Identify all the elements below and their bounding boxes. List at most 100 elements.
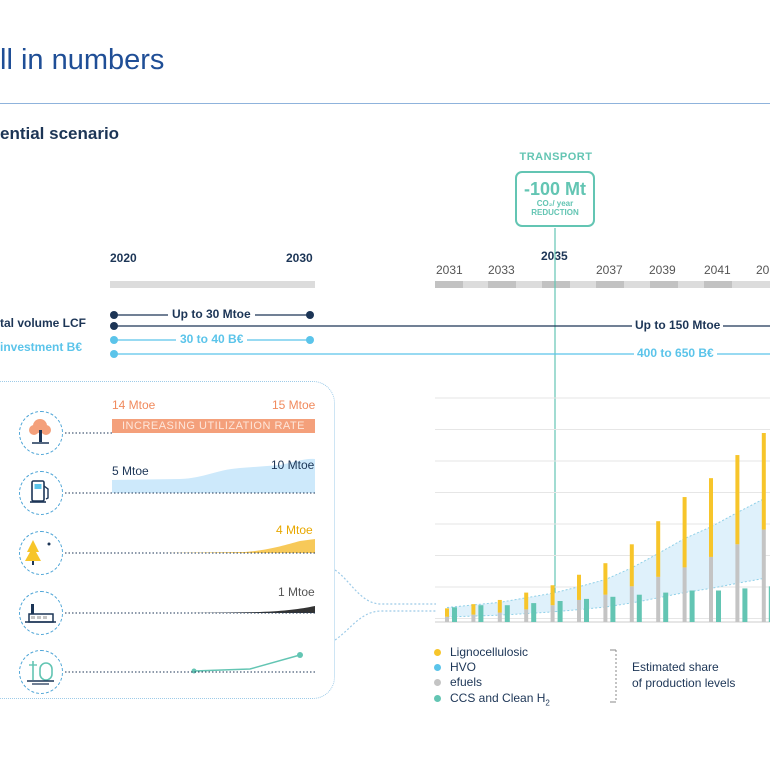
resource2-end: 10 Mtoe [271,458,315,472]
reduction-value: -100 Mt [523,179,586,199]
production-bar-chart [435,397,770,623]
legend-item-ccs: CCS and Clean H2 [432,691,582,709]
bar-ccs [452,607,457,622]
forest-moon-icon [19,531,63,575]
year-2030: 2030 [286,251,313,265]
bar-ccs [610,596,616,622]
bar-ccs [663,592,669,622]
reduction-unit: CO₂/ year [536,199,574,208]
resource2-area [112,458,315,493]
year-2039: 2039 [649,263,676,277]
bar-ccs [742,588,748,622]
legend-swatch [434,695,441,702]
year-2033: 2033 [488,263,515,277]
legend-swatch [434,664,441,671]
legend-item-hvo: HVO [432,660,562,676]
bar-lignocellulosic [682,497,687,568]
volume-2030-label: Up to 30 Mtoe [168,307,255,321]
bar-lignocellulosic [577,574,581,600]
bar-ccs [557,601,563,622]
legend-label: Lignocellulosic [450,645,529,659]
legend-bracket [610,649,617,703]
bar-efuels [735,544,740,622]
bar-ccs [584,598,589,622]
bar-lignocellulosic [629,544,634,587]
investment-long-dot [110,350,118,358]
investment-start-dot [110,336,118,344]
bar-efuels [603,594,608,622]
volume-end-dot [306,311,314,319]
bar-lignocellulosic [761,433,766,530]
tree-icon [19,411,63,455]
legend-label: CCS and Clean H [450,691,546,705]
bar-lignocellulosic [471,604,476,615]
bar-ccs [478,605,484,622]
bar-efuels [550,605,555,622]
title-divider [0,103,770,104]
bar-lignocellulosic [709,478,713,557]
panel-connector-bottom [334,610,436,641]
bar-lignocellulosic [497,599,502,613]
investment-end-dot [306,336,314,344]
year-2020: 2020 [110,251,137,265]
legend-label: efuels [450,675,483,689]
bar-lignocellulosic [603,563,608,595]
resource4-area [190,606,315,613]
bar-ccs [689,590,695,622]
resource3-area [160,539,315,553]
panel-connector-top [334,569,436,605]
bar-efuels [761,529,766,622]
page-title: ll in numbers [0,44,165,76]
year-2035: 2035 [541,249,568,263]
bar-efuels [445,616,449,622]
estimate-label-line2: of production levels [632,676,736,690]
resources-panel [0,381,335,699]
bar-ccs [636,594,642,622]
bar-ccs [768,586,770,622]
bar-efuels [577,599,581,622]
resource2-start: 5 Mtoe [112,464,149,478]
bar-efuels [471,614,476,622]
reduction-word: REDUCTION [531,208,579,217]
bar-efuels [629,586,634,622]
transport-label: TRANSPORT [519,151,593,163]
utilization-band: INCREASING UTILIZATION RATE [112,419,315,433]
legend-label: HVO [450,660,477,674]
stage2-timeline-bar [435,281,770,288]
resource4-end: 1 Mtoe [278,585,315,599]
year-20xx: 20 [756,263,770,277]
volume-row-label: tal volume LCF [0,316,87,330]
year-2037: 2037 [596,263,623,277]
resource5-line [193,654,301,672]
bar-efuels [682,567,687,622]
legend-subscript: 2 [545,698,550,708]
legend-swatch [434,649,441,656]
bar-efuels [497,612,502,622]
year-2031: 2031 [436,263,463,277]
investment-later-label: 400 to 650 B€ [634,346,717,360]
legend-item-lignocellulosic: Lignocellulosic [432,645,562,661]
stage1-timeline-bar [110,281,315,288]
bar-ccs [531,603,537,622]
bar-ccs [716,590,721,622]
legend-swatch [434,679,441,686]
fuel-pump-icon [19,471,63,515]
factory-icon [19,591,63,635]
bar-efuels [656,576,661,622]
legend-item-efuels: efuels [432,675,562,691]
bar-ccs [504,605,510,622]
year-2041: 2041 [704,263,731,277]
volume-start-dot [110,311,118,319]
volume-later-label: Up to 150 Mtoe [632,318,724,332]
hydrogen-tank-icon [19,650,63,694]
resource1-end: 15 Mtoe [272,398,316,412]
bar-efuels [524,609,529,622]
investment-2030-label: 30 to 40 B€ [176,332,248,346]
bar-lignocellulosic [524,592,529,610]
bar-lignocellulosic [735,455,740,545]
resource1-start: 14 Mtoe [112,398,156,412]
investment-row-label: investment B€ [0,340,83,354]
bar-lignocellulosic [656,521,661,577]
volume-long-dot [110,322,118,330]
